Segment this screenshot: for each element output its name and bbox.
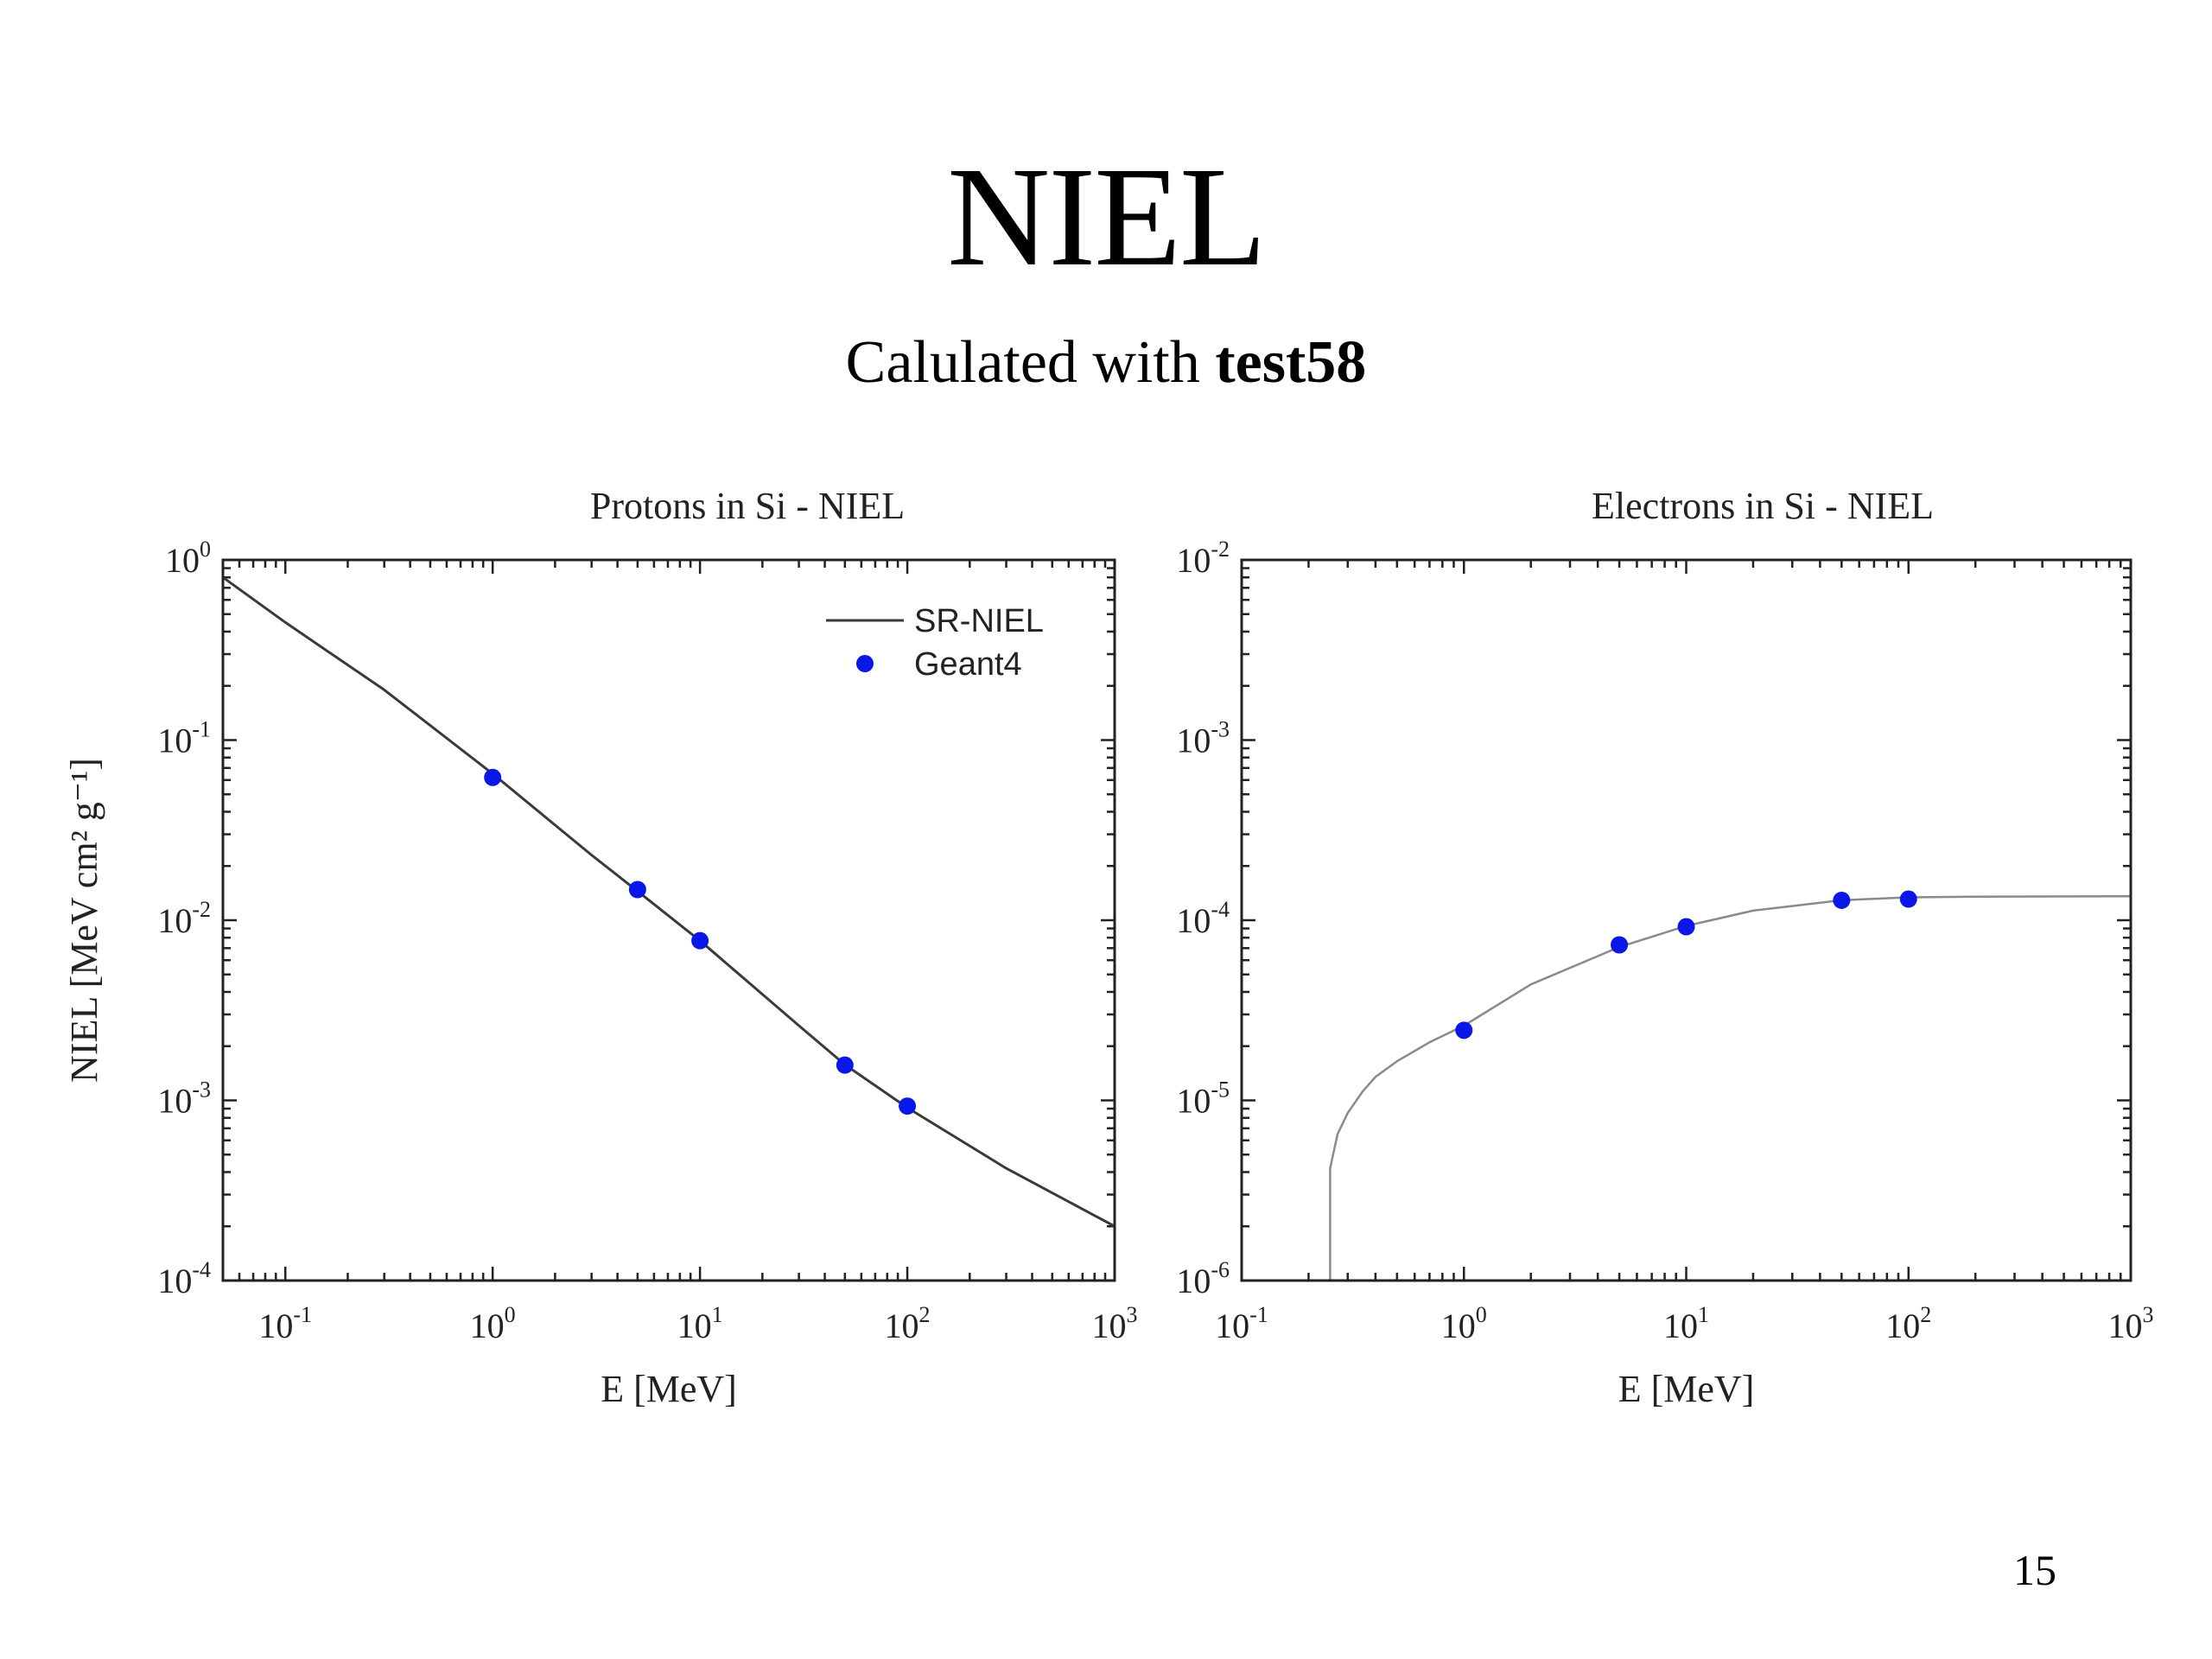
data-point <box>1677 918 1695 936</box>
chart-2: Electrons in Si - NIEL 10-1 100 101 102 103 10… <box>1176 485 2153 1410</box>
x-axis-label: E [MeV] <box>601 1368 737 1410</box>
y-tick-label: 10-4 <box>157 1257 211 1300</box>
y-tick-label: 10-3 <box>157 1077 211 1121</box>
data-point <box>836 1056 854 1074</box>
y-tick-label: 10-4 <box>1176 897 1230 940</box>
legend: SR-NIEL Geant4 <box>826 603 1044 683</box>
slide-title: NIEL <box>947 137 1267 296</box>
legend-point-swatch <box>856 655 874 672</box>
x-tick-label: 102 <box>885 1302 931 1345</box>
y-axis-label: NIEL [MeV cm² g⁻¹] <box>63 758 105 1083</box>
data-point <box>1833 891 1851 909</box>
x-tick-label: 103 <box>2108 1302 2154 1345</box>
x-tick-label: 100 <box>1441 1302 1487 1345</box>
y-tick-label: 10-2 <box>157 897 211 940</box>
y-tick-label: 10-1 <box>157 717 211 760</box>
x-axis-label: E [MeV] <box>1618 1368 1755 1410</box>
data-point <box>1611 936 1629 954</box>
y-tick-label: 10-2 <box>1176 537 1230 580</box>
legend-label: SR-NIEL <box>914 603 1044 639</box>
x-tick-label: 101 <box>677 1302 723 1345</box>
x-tick-label: 10-1 <box>1215 1302 1268 1345</box>
data-point <box>691 931 709 950</box>
subtitle-bold: test58 <box>1215 329 1367 396</box>
y-tick-label: 10-3 <box>1176 717 1230 760</box>
plot-frame <box>1240 558 2133 1282</box>
legend-label: Geant4 <box>914 646 1022 683</box>
x-tick-label: 10-1 <box>258 1302 312 1345</box>
data-point <box>1899 890 1917 908</box>
chart-title: Electrons in Si - NIEL <box>1592 485 1934 527</box>
chart-1: Protons in Si - NIEL 10-1 100 101 102 103 10-4… <box>63 485 1138 1410</box>
x-tick-label: 101 <box>1663 1302 1709 1345</box>
x-tick-label: 103 <box>1092 1302 1138 1345</box>
y-tick-label: 10-5 <box>1176 1077 1230 1121</box>
slide-subtitle: Calulated with test58 <box>0 333 2212 393</box>
y-tick-label: 100 <box>165 537 211 580</box>
plot-frame <box>221 558 1116 1282</box>
subtitle-prefix: Calulated with <box>845 329 1216 396</box>
series-line <box>222 575 1116 1228</box>
data-point <box>1455 1021 1473 1039</box>
x-tick-label: 100 <box>470 1302 516 1345</box>
page-number: 15 <box>2013 1546 2056 1594</box>
chart-title: Protons in Si - NIEL <box>590 485 905 527</box>
data-point <box>628 880 646 899</box>
x-tick-label: 102 <box>1885 1302 1931 1345</box>
y-tick-label: 10-6 <box>1176 1257 1230 1300</box>
data-point <box>899 1097 917 1116</box>
series-line <box>1329 894 2132 1281</box>
data-point <box>484 768 502 786</box>
